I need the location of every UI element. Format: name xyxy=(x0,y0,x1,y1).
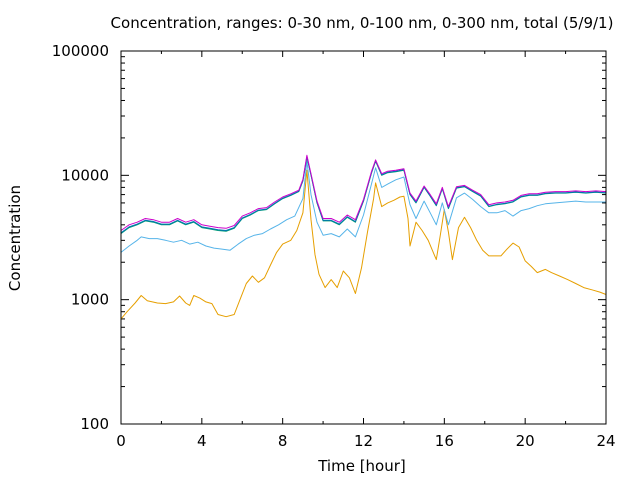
x-axis-label: Time [hour] xyxy=(317,457,406,475)
x-tick-label: 16 xyxy=(435,432,454,450)
x-tick-label: 8 xyxy=(278,432,288,450)
data-series-group xyxy=(120,154,607,320)
series-line-5 xyxy=(120,154,607,231)
y-tick-label: 100000 xyxy=(52,42,109,60)
y-tick-label: 10000 xyxy=(61,166,109,184)
series-line-4 xyxy=(120,155,607,234)
series-line-1 xyxy=(120,169,607,320)
axis-ticks: 0 4 8 12 16 20 24 100 1000 10000 100000 xyxy=(52,42,616,450)
series-line-2 xyxy=(120,160,606,253)
chart-title: Concentration, ranges: 0-30 nm, 0-100 nm… xyxy=(111,14,614,32)
plot-frame xyxy=(120,50,607,425)
y-tick-label: 1000 xyxy=(71,291,109,309)
x-tick-label: 24 xyxy=(596,432,615,450)
x-tick-label: 12 xyxy=(354,432,373,450)
x-tick-label: 20 xyxy=(516,432,535,450)
y-axis-label: Concentration xyxy=(6,185,24,291)
x-tick-label: 4 xyxy=(197,432,207,450)
x-tick-label: 0 xyxy=(116,432,126,450)
y-tick-label: 100 xyxy=(80,415,109,433)
